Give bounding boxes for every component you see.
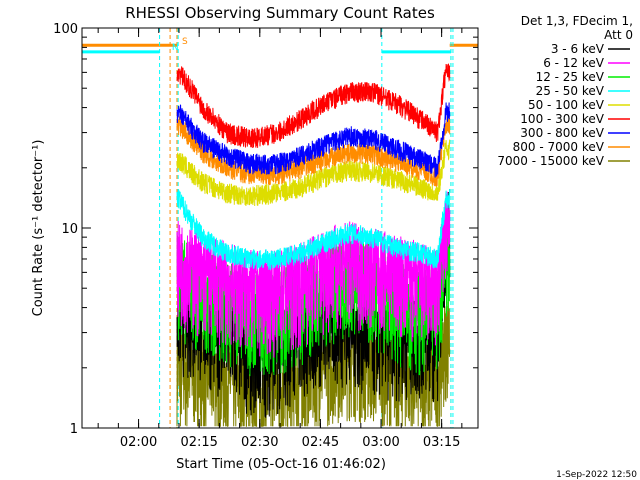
flag-annotation-2: N (172, 43, 179, 53)
legend-header-line-1: Det 1,3, FDecim 1, (521, 14, 633, 28)
y-tick-label-3: 100 (53, 22, 78, 37)
y-axis-label: Count Rate (s⁻¹ detector⁻¹) (31, 140, 46, 317)
legend-label-9: 7000 - 15000 keV (497, 154, 604, 168)
series-line-7 (176, 102, 451, 178)
series-line-5 (176, 139, 451, 207)
y-tick-label-1: 1 (70, 422, 78, 437)
x-tick-label-4: 02:45 (302, 435, 339, 450)
series-line-8 (176, 114, 451, 187)
legend-label-1: 3 - 6 keV (551, 42, 605, 56)
chart-title: RHESSI Observing Summary Count Rates (125, 4, 435, 22)
series-line-2 (176, 191, 451, 358)
legend-label-5: 50 - 100 keV (528, 98, 605, 112)
x-tick-label-6: 03:15 (423, 435, 460, 450)
plot-area: SN 1 10 100 02:00 02:15 02:30 02:45 03:00 03:15 (53, 22, 479, 450)
footer-timestamp: 1-Sep-2022 12:50 (556, 470, 637, 480)
legend-label-7: 300 - 800 keV (520, 126, 604, 140)
legend-header-line-2: Att 0 (604, 28, 633, 42)
legend-label-3: 12 - 25 keV (536, 70, 605, 84)
x-tick-label-5: 03:00 (362, 435, 399, 450)
series-line-6 (176, 63, 451, 149)
legend-label-8: 800 - 7000 keV (513, 140, 605, 154)
series-line-4 (176, 188, 451, 271)
legend-label-6: 100 - 300 keV (520, 112, 604, 126)
legend-label-4: 25 - 50 keV (536, 84, 605, 98)
legend-label-2: 6 - 12 keV (543, 56, 605, 70)
x-tick-label-2: 02:15 (180, 435, 217, 450)
x-tick-label-3: 02:30 (241, 435, 278, 450)
y-tick-label-2: 10 (61, 222, 78, 237)
x-tick-label-1: 02:00 (120, 435, 157, 450)
flag-annotation-1: S (182, 37, 188, 47)
x-axis-label: Start Time (05-Oct-16 01:46:02) (176, 457, 386, 472)
